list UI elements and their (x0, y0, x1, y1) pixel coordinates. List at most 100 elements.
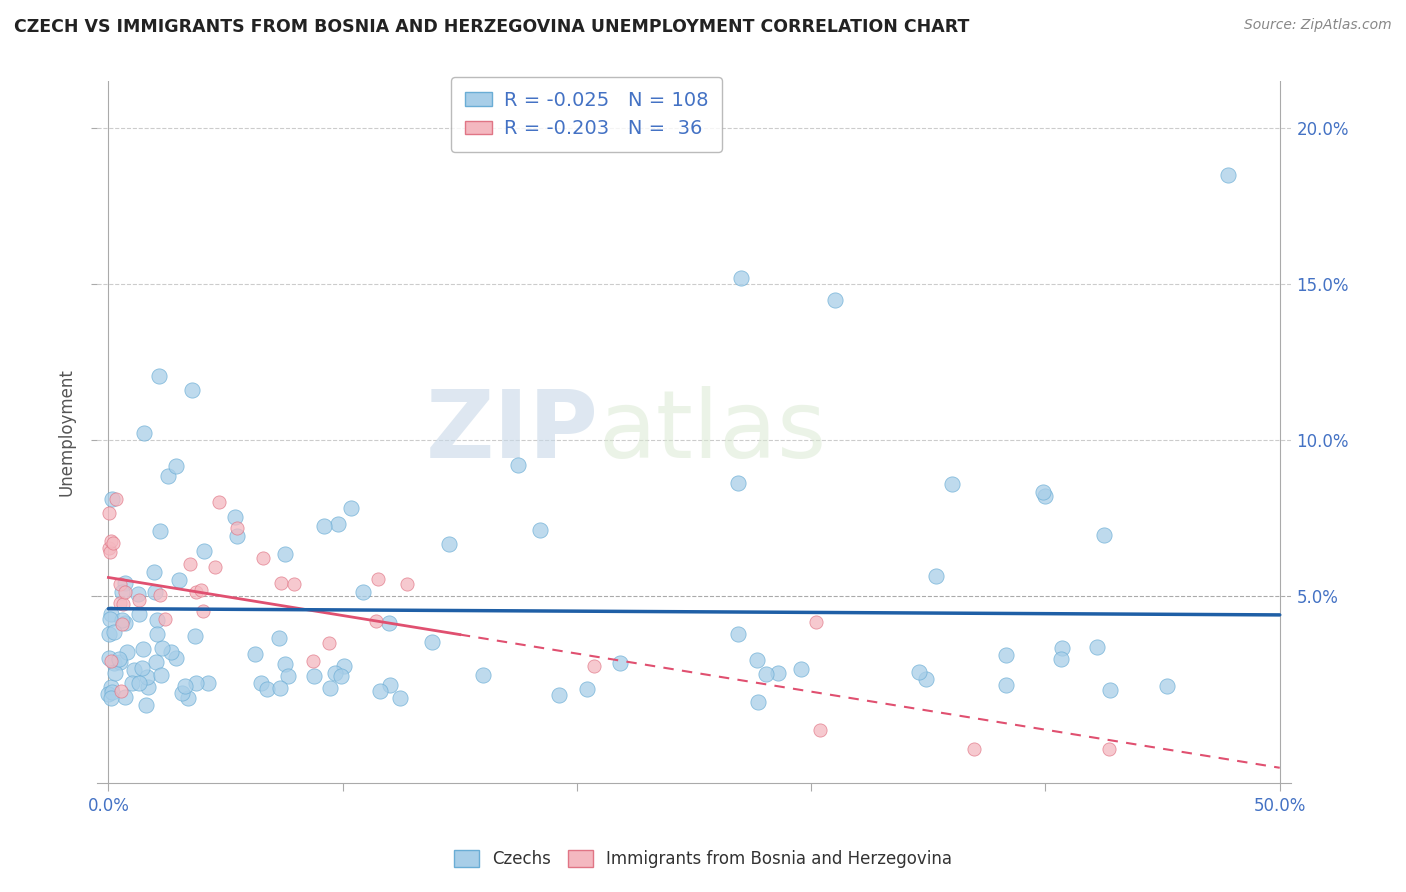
Point (97, 541, 120, 556)
Point (108, 652, 131, 666)
Point (101, 685, 124, 699)
Point (364, 614, 387, 628)
Point (136, 680, 159, 694)
Point (368, 683, 391, 698)
Text: Source: ZipAtlas.com: Source: ZipAtlas.com (1244, 18, 1392, 32)
Point (277, 669, 299, 683)
Text: ZIP: ZIP (426, 386, 599, 478)
Point (340, 500, 363, 515)
Point (131, 660, 153, 674)
Point (184, 629, 207, 643)
Text: atlas: atlas (599, 386, 827, 478)
Point (204, 560, 226, 574)
Point (193, 604, 215, 618)
Point (1032, 485, 1054, 500)
Point (98, 650, 121, 665)
Point (273, 657, 295, 672)
Point (302, 655, 325, 669)
Point (103, 625, 125, 640)
Point (112, 598, 135, 612)
Point (995, 678, 1018, 692)
Point (150, 667, 173, 681)
Point (177, 690, 200, 705)
Point (824, 293, 846, 307)
Point (727, 627, 749, 641)
Point (127, 587, 149, 601)
Point (180, 383, 202, 397)
Point (97, 506, 120, 520)
Point (186, 585, 208, 599)
Point (105, 491, 128, 506)
Point (269, 631, 291, 645)
Point (808, 723, 831, 737)
Point (804, 615, 827, 629)
Point (136, 670, 159, 684)
Point (745, 653, 768, 667)
Point (167, 573, 190, 587)
Point (135, 698, 157, 712)
Point (184, 675, 207, 690)
Point (576, 682, 599, 697)
Point (110, 684, 132, 698)
Point (100, 690, 122, 705)
Point (907, 665, 929, 679)
Point (145, 613, 167, 627)
Legend: Czechs, Immigrants from Bosnia and Herzegovina: Czechs, Immigrants from Bosnia and Herze… (447, 843, 959, 875)
Point (100, 534, 122, 549)
Point (302, 668, 325, 682)
Point (208, 494, 231, 508)
Point (104, 665, 127, 680)
Point (768, 666, 790, 681)
Point (1218, 168, 1240, 182)
Point (472, 668, 495, 682)
Point (98, 545, 121, 559)
Point (114, 690, 136, 705)
Point (145, 655, 167, 669)
Point (1050, 652, 1073, 666)
Point (148, 368, 170, 383)
Point (142, 565, 165, 579)
Point (318, 636, 340, 650)
Y-axis label: Unemployment: Unemployment (58, 368, 75, 496)
Point (730, 271, 752, 285)
Point (115, 645, 138, 659)
Point (1098, 682, 1121, 697)
Point (160, 645, 183, 659)
Point (179, 557, 201, 571)
Point (995, 648, 1018, 662)
Point (165, 458, 187, 473)
Point (172, 686, 194, 700)
Point (252, 551, 274, 566)
Point (114, 615, 136, 630)
Point (108, 595, 131, 609)
Point (256, 681, 278, 696)
Point (915, 672, 938, 686)
Point (529, 523, 551, 537)
Point (226, 529, 249, 543)
Point (323, 666, 346, 681)
Point (225, 521, 247, 535)
Point (174, 679, 197, 693)
Point (727, 476, 749, 491)
Point (114, 575, 136, 590)
Point (790, 662, 813, 676)
Point (1092, 528, 1115, 542)
Point (97, 627, 120, 641)
Point (128, 593, 150, 607)
Point (1085, 640, 1108, 654)
Point (547, 688, 569, 702)
Point (111, 616, 134, 631)
Point (146, 627, 169, 641)
Point (143, 585, 166, 599)
Text: CZECH VS IMMIGRANTS FROM BOSNIA AND HERZEGOVINA UNEMPLOYMENT CORRELATION CHART: CZECH VS IMMIGRANTS FROM BOSNIA AND HERZ… (14, 18, 969, 36)
Point (132, 425, 155, 440)
Point (270, 576, 292, 591)
Point (193, 543, 215, 558)
Point (508, 458, 530, 472)
Point (1050, 641, 1073, 656)
Point (101, 536, 124, 550)
Point (333, 659, 356, 673)
Point (165, 651, 187, 665)
Point (150, 640, 173, 655)
Point (378, 678, 401, 692)
